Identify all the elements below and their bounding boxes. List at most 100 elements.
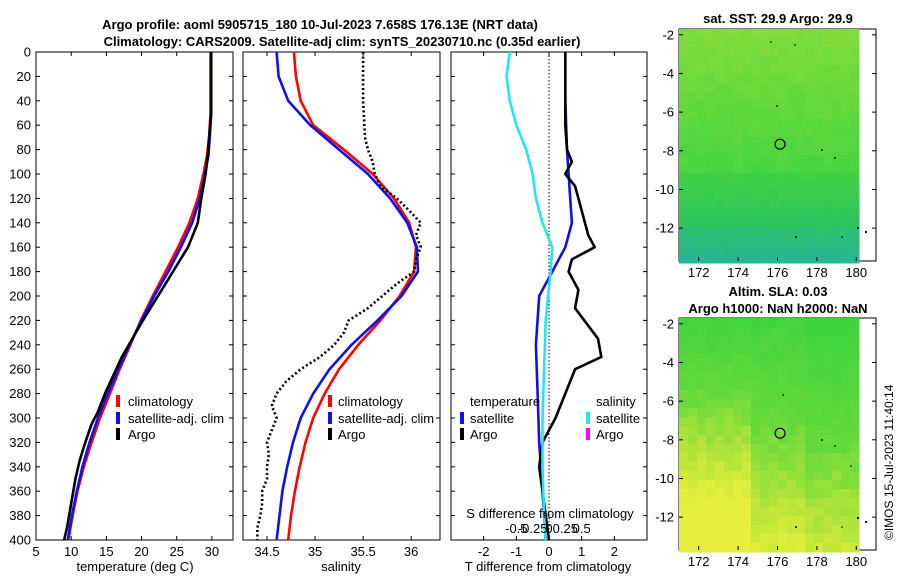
map-cell xyxy=(787,245,797,255)
map-cell xyxy=(841,164,851,174)
map-cell xyxy=(787,119,797,129)
salinity-legend-swatch-satellite xyxy=(328,412,332,424)
map-cell xyxy=(724,83,734,93)
map-cell xyxy=(841,336,851,346)
map-cell xyxy=(697,164,707,174)
map-cell xyxy=(706,507,716,517)
map-cell xyxy=(769,83,779,93)
map-cell xyxy=(751,462,761,472)
map-cell xyxy=(823,390,833,400)
map-cell xyxy=(733,155,743,165)
map-cell xyxy=(823,254,833,264)
map-cell xyxy=(832,534,842,544)
map-cell xyxy=(787,137,797,147)
map-cell xyxy=(751,56,761,66)
map-cell xyxy=(787,426,797,436)
difference-xtick-label: -2 xyxy=(478,544,490,559)
map-cell xyxy=(688,200,698,210)
map-cell xyxy=(751,182,761,192)
map-cell xyxy=(715,173,725,183)
map-cell xyxy=(742,489,752,499)
map-cell xyxy=(778,426,788,436)
map-cell xyxy=(697,182,707,192)
map-cell xyxy=(679,507,689,517)
map-cell xyxy=(814,200,824,210)
map-cell xyxy=(841,128,851,138)
map-cell xyxy=(769,327,779,337)
map-cell xyxy=(688,390,698,400)
map-cell xyxy=(787,327,797,337)
sla_map-ytick-label: -6 xyxy=(662,394,674,409)
map-cell xyxy=(796,363,806,373)
map-cell xyxy=(769,56,779,66)
map-cell xyxy=(769,227,779,237)
map-cell xyxy=(841,38,851,48)
map-cell xyxy=(742,209,752,219)
map-cell xyxy=(841,56,851,66)
map-cell xyxy=(724,74,734,84)
temperature-ytick-label: 220 xyxy=(9,313,31,328)
map-cell xyxy=(751,218,761,228)
map-cell xyxy=(850,209,860,219)
map-cell xyxy=(841,480,851,490)
map-cell xyxy=(688,47,698,57)
map-cell xyxy=(796,390,806,400)
map-cell xyxy=(850,318,860,328)
map-cell xyxy=(688,453,698,463)
map-cell xyxy=(679,101,689,111)
map-cell xyxy=(688,534,698,544)
map-cell xyxy=(787,74,797,84)
map-cell xyxy=(733,327,743,337)
map-cell xyxy=(697,444,707,454)
map-cell xyxy=(724,543,734,553)
map-cell xyxy=(760,182,770,192)
map-cell xyxy=(688,191,698,201)
sst_map-xtick-label: 172 xyxy=(688,265,710,280)
map-cell xyxy=(841,191,851,201)
map-cell xyxy=(832,200,842,210)
map-cell xyxy=(832,525,842,535)
map-cell xyxy=(715,128,725,138)
map-cell xyxy=(715,354,725,364)
map-cell xyxy=(823,218,833,228)
map-cell xyxy=(787,345,797,355)
map-cell xyxy=(724,399,734,409)
map-cell xyxy=(733,128,743,138)
map-cell xyxy=(697,318,707,328)
map-cell xyxy=(715,218,725,228)
temperature-xtick-label: 15 xyxy=(99,544,113,559)
map-cell xyxy=(697,453,707,463)
temperature-legend-swatch-argo xyxy=(116,428,120,440)
map-cell xyxy=(841,435,851,445)
temperature-ytick-label: 300 xyxy=(9,411,31,426)
map-cell xyxy=(697,426,707,436)
map-cell xyxy=(724,128,734,138)
map-cell xyxy=(706,417,716,427)
map-cell xyxy=(751,399,761,409)
map-cell xyxy=(697,56,707,66)
map-cell xyxy=(733,38,743,48)
map-cell xyxy=(715,390,725,400)
map-cell xyxy=(778,318,788,328)
map-cell xyxy=(805,534,815,544)
map-cell xyxy=(760,327,770,337)
map-cell xyxy=(724,47,734,57)
map-cell xyxy=(742,128,752,138)
map-cell xyxy=(688,227,698,237)
map-cell xyxy=(742,435,752,445)
map-cell xyxy=(688,173,698,183)
map-cell xyxy=(778,218,788,228)
map-cell xyxy=(796,516,806,526)
map-cell xyxy=(706,543,716,553)
map-cell xyxy=(751,236,761,246)
map-cell xyxy=(805,462,815,472)
map-cell xyxy=(760,426,770,436)
map-cell xyxy=(769,236,779,246)
map-cell xyxy=(724,363,734,373)
map-cell xyxy=(823,336,833,346)
map-cell xyxy=(715,137,725,147)
map-cell xyxy=(751,489,761,499)
map-cell xyxy=(814,462,824,472)
map-cell xyxy=(832,191,842,201)
map-cell xyxy=(688,399,698,409)
